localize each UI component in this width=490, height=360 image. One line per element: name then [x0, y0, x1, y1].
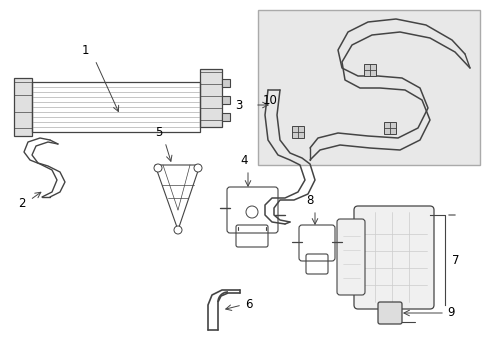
Circle shape [194, 164, 202, 172]
Circle shape [174, 226, 182, 234]
Bar [222, 79, 230, 87]
FancyBboxPatch shape [354, 206, 434, 309]
Bar [222, 113, 230, 121]
FancyBboxPatch shape [337, 219, 365, 295]
Text: 9: 9 [447, 306, 455, 320]
Bar [222, 96, 230, 104]
Text: 3: 3 [235, 99, 243, 112]
Text: 1: 1 [82, 44, 90, 57]
Bar [32, 82, 200, 132]
Bar [292, 126, 304, 138]
Bar [384, 122, 396, 134]
Text: 7: 7 [452, 253, 460, 266]
Text: 10: 10 [263, 94, 278, 107]
Bar [258, 10, 480, 165]
Bar [14, 78, 32, 136]
Circle shape [154, 164, 162, 172]
Text: 5: 5 [155, 126, 162, 139]
Circle shape [246, 206, 258, 218]
Bar [364, 64, 376, 76]
FancyBboxPatch shape [378, 302, 402, 324]
Text: 8: 8 [306, 194, 314, 207]
Bar [200, 69, 222, 127]
Text: 6: 6 [245, 298, 252, 311]
Text: 4: 4 [240, 153, 247, 166]
Text: 2: 2 [18, 197, 25, 210]
